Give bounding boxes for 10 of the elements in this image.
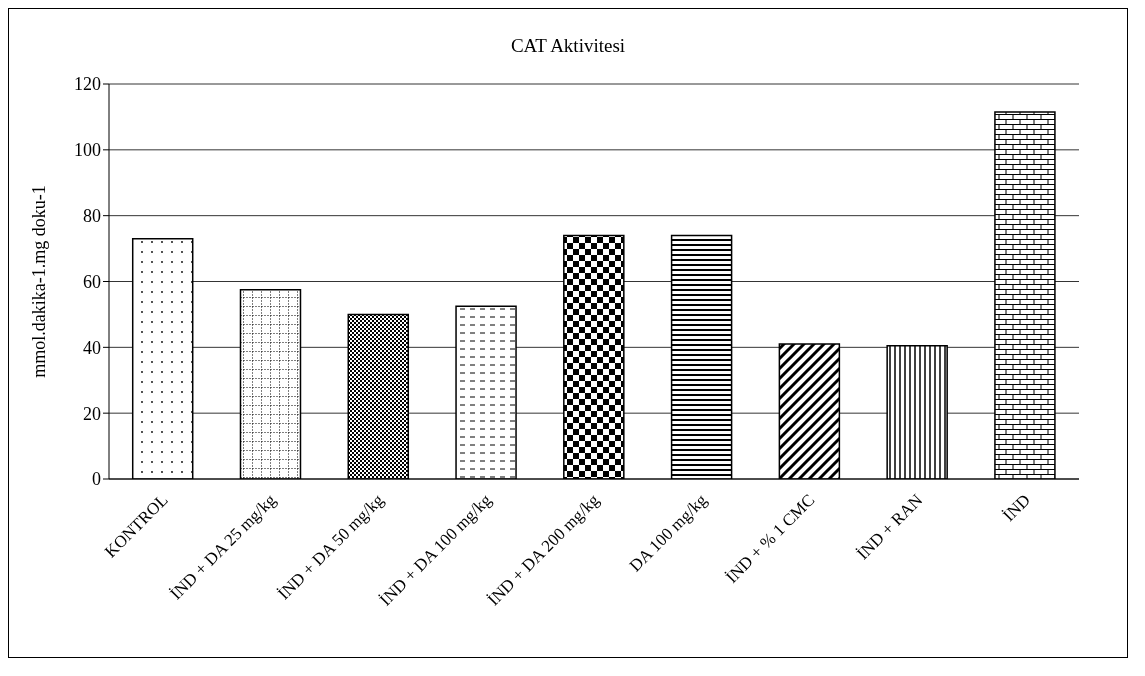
chart-title: CAT Aktivitesi: [509, 35, 627, 57]
x-tick-label: İND: [999, 490, 1034, 526]
y-tick-label: 20: [83, 403, 101, 424]
y-tick-label: 100: [74, 140, 101, 161]
y-axis-title: mmol.dakika-1.mg doku-1: [29, 185, 50, 378]
y-tick-label: 40: [83, 337, 101, 358]
y-tick-label: 0: [92, 469, 101, 490]
y-tick-label: 120: [74, 74, 101, 95]
y-tick-label: 60: [83, 271, 101, 292]
y-tick-label: 80: [83, 206, 101, 227]
